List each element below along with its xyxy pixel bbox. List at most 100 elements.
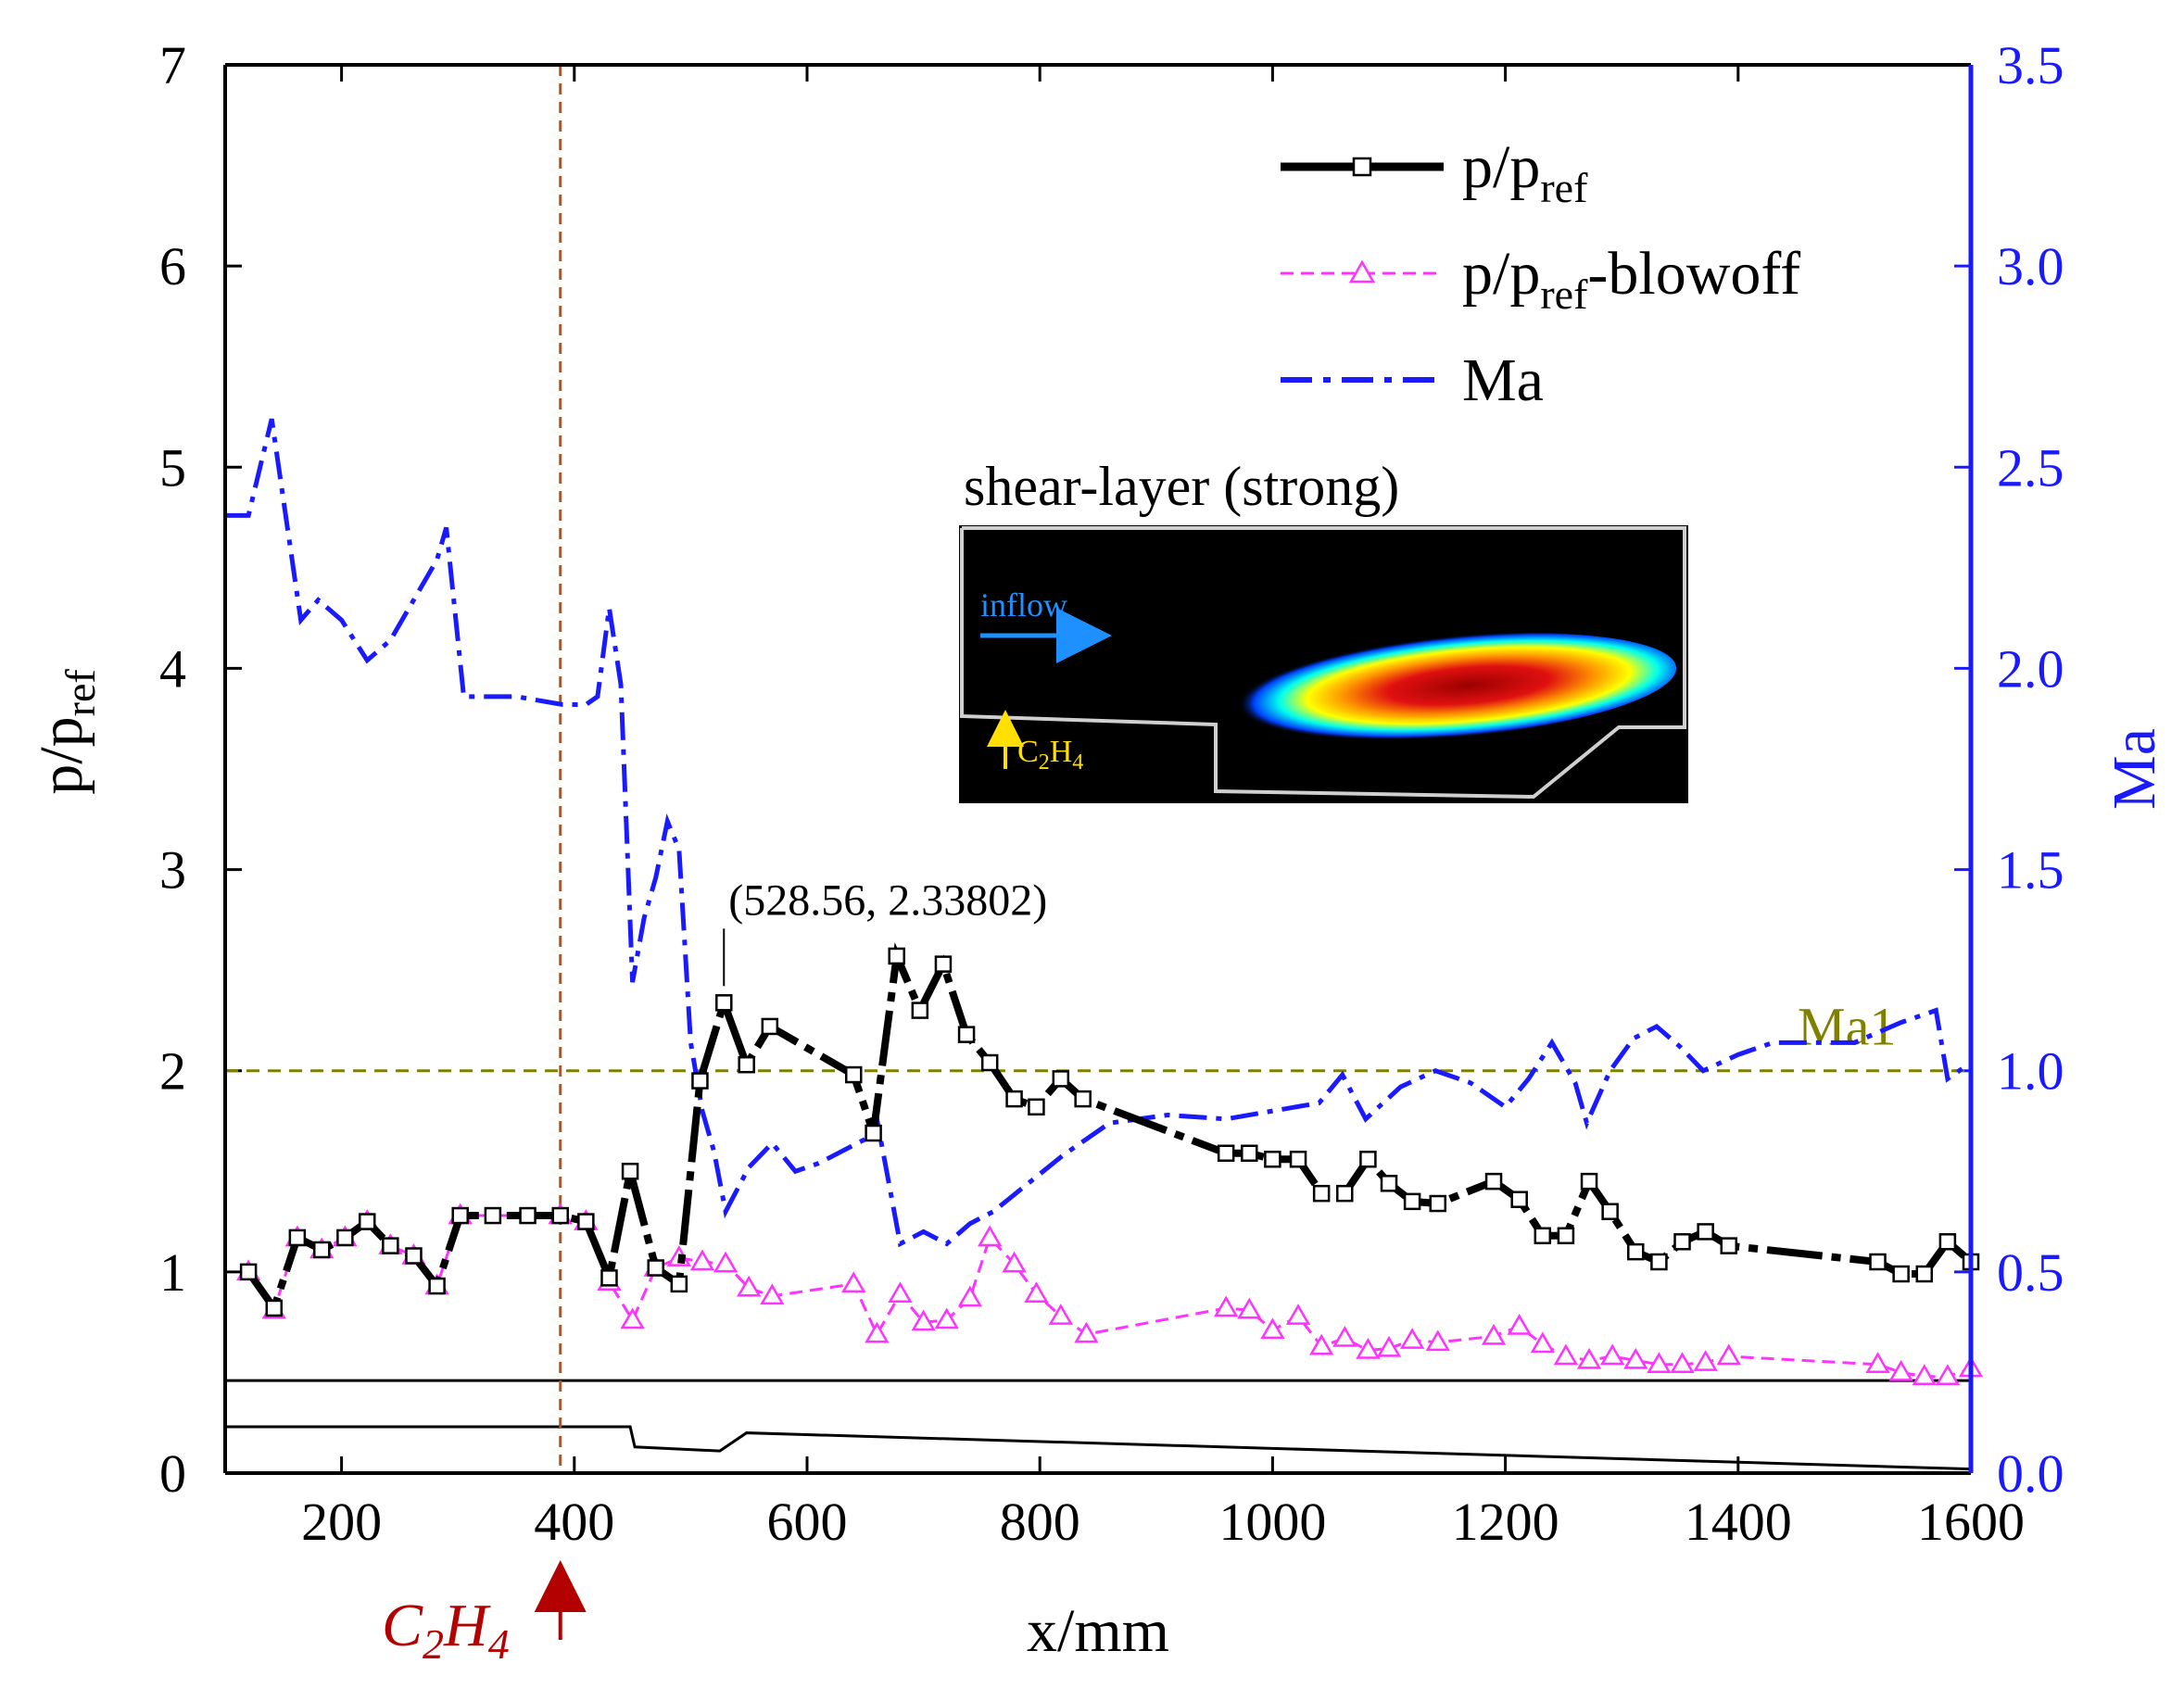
x-tick-label: 200 [301,1492,382,1552]
p-point [312,1241,331,1259]
p-point [670,1275,688,1293]
y-right-tick-label: 2.0 [1997,638,2064,699]
y-right-tick-label: 0.5 [1997,1242,2064,1303]
series-p [239,941,1980,1317]
inset-fuel-label: C2H4 [1017,735,1083,775]
blowoff-point [1285,1304,1311,1325]
blowoff-point [1716,1343,1741,1366]
blowoff-point [957,1285,983,1307]
p-point [358,1213,376,1230]
annotation-text: (528.56, 2.33802) [728,876,1047,925]
p-point [1289,1151,1307,1168]
legend-label: Ma [1462,346,1544,414]
p-point [865,1124,882,1142]
y-right-axis-label: Ma [2101,728,2168,810]
p-point [1510,1191,1528,1208]
p-point [1028,1098,1045,1116]
x-tick-label: 600 [767,1492,848,1552]
p-point [1557,1227,1575,1245]
blowoff-point [1507,1313,1532,1335]
blowoff-point [1002,1251,1027,1273]
p-point [451,1206,469,1225]
p-point [621,1163,639,1180]
p-point [405,1247,423,1265]
blowoff-point [1888,1359,1913,1381]
p-point [1241,1144,1258,1162]
duct-bottom-wall [225,1425,1972,1471]
p-point [911,1002,929,1019]
legend-label: p/pref [1462,133,1588,211]
p-point [1380,1175,1398,1192]
p-point [1217,1144,1235,1162]
series-ma [225,418,1973,1248]
x-tick-label: 1200 [1452,1492,1559,1552]
inset-title: shear-layer (strong) [964,456,1399,517]
x-tick-label: 1000 [1218,1492,1326,1552]
p-point [715,994,733,1012]
y-left-tick-label: 1 [159,1242,186,1303]
p-point [1534,1227,1552,1245]
p-point [934,955,953,973]
blowoff-point [1647,1352,1672,1373]
blowoff-point [1213,1295,1239,1317]
series-blowoff [235,1203,1984,1386]
blowoff-point [1481,1323,1507,1345]
y-left-tick-label: 7 [159,35,186,95]
p-point [1312,1184,1331,1203]
p-point [1720,1237,1738,1254]
p-point [1650,1253,1668,1271]
blowoff-point [1576,1347,1602,1369]
ma-line [225,418,1973,1248]
x-tick-label: 1400 [1685,1492,1792,1552]
p-point [1892,1265,1910,1283]
p-point [239,1263,258,1281]
p-point [265,1299,284,1317]
legend: p/pref p/pref-blowoff Ma [1281,133,1800,414]
p-point [1484,1172,1503,1191]
x-tick-label: 800 [1000,1492,1080,1552]
blowoff-point [1693,1350,1718,1371]
p-point [1359,1151,1377,1168]
p-point [647,1259,664,1277]
p-point [1403,1192,1421,1211]
p-point [1052,1070,1070,1088]
p-point [691,1072,709,1090]
p-point [336,1228,354,1247]
p-point [382,1237,399,1254]
p-point [1580,1172,1598,1191]
y-left-label-sub: ref [57,669,104,717]
blowoff-point [1048,1304,1073,1325]
duct-geometry [225,1379,1972,1471]
y-right-tick-label: 0.0 [1997,1443,2064,1504]
x-tick-label: 400 [534,1492,614,1552]
y-left-tick-label: 0 [159,1443,186,1504]
blowoff-point [888,1281,913,1303]
blowoff-point [760,1283,785,1305]
blowoff-point [1599,1343,1625,1366]
y-left-tick-label: 5 [159,437,186,498]
p-point [1336,1184,1354,1203]
blowoff-point [1865,1352,1890,1373]
legend-label: p/pref-blowoff [1462,240,1800,318]
blowoff-point [1530,1331,1555,1354]
x-axis-label: x/mm [1027,1597,1169,1665]
inset-combustor-outline [960,526,1686,800]
blowoff-point [1553,1343,1579,1366]
blowoff-point [1935,1364,1961,1386]
ma1-label: Ma1 [1798,997,1896,1057]
y-right-tick-label: 1.0 [1997,1041,2064,1102]
blowoff-point [1237,1297,1262,1319]
y-right-tick-label: 3.0 [1997,236,2064,296]
inset-inflow-label: inflow [980,586,1067,624]
p-point [980,1053,999,1072]
y-left-label-main: p/p [28,716,95,794]
blowoff-point [1912,1364,1937,1386]
blowoff-point [978,1225,1003,1247]
y-right-tick-label: 2.5 [1997,437,2064,498]
blowoff-point [934,1307,959,1329]
blowoff-point [1356,1338,1381,1359]
p-point [600,1269,618,1287]
p-point [1601,1203,1619,1220]
legend-marker-blowoff [1348,259,1376,284]
inset-flame [1214,633,1677,742]
